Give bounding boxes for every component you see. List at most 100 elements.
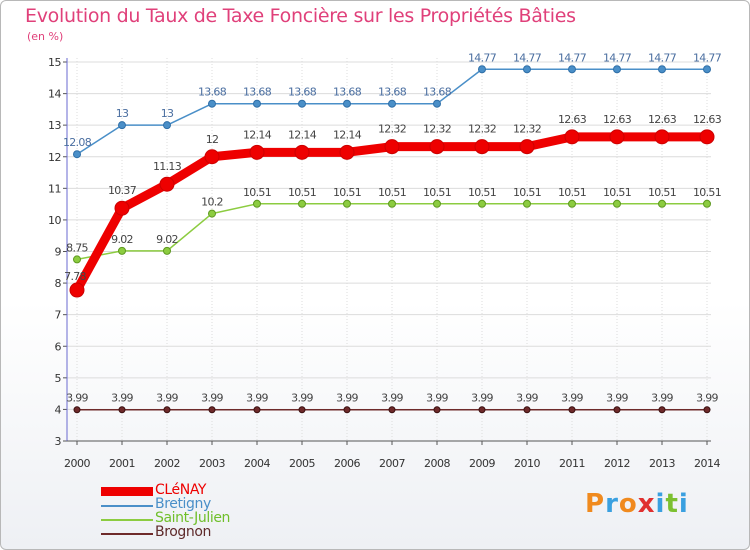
data-point-saint-julien: [613, 199, 621, 208]
y-tick-labels: 3 4 5 6 7 8 9 10 11 12 13 14 15: [48, 56, 62, 448]
legend-swatch-bretigny: [101, 505, 153, 507]
data-label-brognon: 3.99: [156, 392, 178, 405]
data-label-brognon: 3.99: [651, 392, 673, 405]
data-label-saint-julien: 10.51: [288, 186, 316, 199]
logo-letter: P: [585, 489, 606, 519]
axes: [63, 58, 711, 445]
data-point-saint-julien: [388, 199, 396, 208]
data-label-cl-nay: 10.37: [108, 184, 137, 197]
data-point-bretigny: [613, 65, 621, 74]
legend-label-clenay: CLéNAY: [155, 482, 207, 498]
data-point-bretigny: [343, 99, 351, 108]
data-point-brognon: [478, 406, 486, 414]
data-point-cl-nay: [294, 144, 310, 160]
data-label-saint-julien: 10.51: [378, 186, 406, 199]
data-point-saint-julien: [73, 255, 81, 264]
series-group: 12.08 13 13 13.68 13.68 13.68 13.68 13.68 13.68 1…: [63, 51, 722, 414]
legend-swatch-saint-julien: [101, 519, 153, 521]
data-point-cl-nay: [519, 139, 535, 155]
x-tick-label: 2000: [64, 457, 90, 470]
data-point-saint-julien: [478, 199, 486, 208]
data-label-saint-julien: 8.75: [66, 241, 88, 254]
series-bretigny: 12.08 13 13 13.68 13.68 13.68 13.68 13.68 13.68 1…: [63, 51, 722, 159]
data-point-saint-julien: [568, 199, 576, 208]
y-tick-label: 15: [48, 56, 61, 69]
logo-letter: i: [655, 489, 666, 519]
data-label-bretigny: 13.68: [243, 86, 272, 99]
data-point-cl-nay: [609, 129, 625, 145]
y-tick-label: 6: [55, 340, 62, 353]
legend-label-saint-julien: Saint-Julien: [155, 510, 231, 526]
y-tick-label: 10: [48, 214, 61, 227]
x-tick-label: 2006: [334, 457, 360, 470]
data-point-saint-julien: [703, 199, 711, 208]
data-point-brognon: [613, 406, 621, 414]
data-label-bretigny: 13: [161, 107, 174, 120]
legend-swatch-brognon: [101, 533, 153, 535]
data-label-brognon: 3.99: [471, 392, 493, 405]
data-point-bretigny: [253, 99, 261, 108]
data-label-cl-nay: 12.63: [693, 113, 722, 126]
data-label-bretigny: 14.77: [513, 51, 542, 64]
legend: CLéNAY Bretigny Saint-Julien Brognon: [101, 482, 301, 541]
y-tick-label: 4: [55, 403, 62, 416]
data-point-cl-nay: [204, 149, 220, 165]
x-tick-label: 2007: [379, 457, 405, 470]
data-label-brognon: 3.99: [606, 392, 628, 405]
data-point-cl-nay: [474, 139, 490, 155]
legend-item-bretigny: Bretigny: [101, 496, 301, 513]
logo-letter: i: [678, 489, 689, 519]
data-label-bretigny: 12.08: [63, 136, 92, 149]
data-point-bretigny: [73, 150, 81, 159]
data-point-brognon: [523, 406, 531, 414]
data-label-bretigny: 14.77: [468, 51, 497, 64]
y-axis-unit-label: (en %): [27, 30, 64, 43]
x-tick-labels: 2000 2001 2002 2003 2004 2005 2006 2007 2008 2009…: [64, 457, 721, 470]
data-point-brognon: [703, 406, 711, 414]
data-point-saint-julien: [118, 246, 126, 255]
data-point-brognon: [658, 406, 666, 414]
x-tick-label: 2009: [469, 457, 495, 470]
legend-swatch-clenay: [101, 487, 153, 496]
data-label-cl-nay: 12: [206, 133, 219, 146]
data-label-cl-nay: 12.32: [423, 123, 451, 136]
data-label-cl-nay: 12.32: [513, 123, 541, 136]
data-point-bretigny: [658, 65, 666, 74]
data-point-saint-julien: [253, 199, 261, 208]
data-label-cl-nay: 7.78: [64, 270, 86, 283]
data-label-saint-julien: 10.51: [423, 186, 451, 199]
data-point-brognon: [343, 406, 351, 414]
logo-letter: t: [665, 489, 679, 519]
data-label-bretigny: 13.68: [423, 86, 452, 99]
proxiti-logo: Proxiti: [585, 489, 689, 519]
series-brognon: 3.99 3.99 3.99 3.99 3.99 3.99 3.99 3.99 3.99 3.99…: [66, 392, 719, 414]
legend-item-clenay: CLéNAY: [101, 482, 301, 499]
data-label-bretigny: 13: [116, 107, 129, 120]
y-tick-label: 8: [55, 277, 62, 290]
data-label-brognon: 3.99: [516, 392, 538, 405]
x-tick-label: 2012: [604, 457, 630, 470]
data-label-cl-nay: 12.32: [378, 123, 406, 136]
data-label-saint-julien: 10.51: [513, 186, 541, 199]
data-point-bretigny: [703, 65, 711, 74]
data-label-saint-julien: 10.51: [243, 186, 271, 199]
x-tick-label: 2005: [289, 457, 315, 470]
data-label-bretigny: 13.68: [198, 86, 227, 99]
data-label-brognon: 3.99: [426, 392, 448, 405]
data-label-saint-julien: 10.51: [333, 186, 361, 199]
data-label-saint-julien: 10.2: [201, 196, 223, 209]
data-point-cl-nay: [384, 139, 400, 155]
data-label-saint-julien: 9.02: [156, 233, 178, 246]
y-tick-label: 11: [48, 182, 61, 195]
data-label-bretigny: 13.68: [288, 86, 317, 99]
data-point-bretigny: [208, 99, 216, 108]
x-tick-label: 2001: [109, 457, 135, 470]
data-point-brognon: [568, 406, 576, 414]
data-point-brognon: [388, 406, 396, 414]
data-point-bretigny: [163, 121, 171, 130]
data-point-saint-julien: [658, 199, 666, 208]
data-label-cl-nay: 12.14: [243, 128, 272, 141]
data-label-cl-nay: 12.14: [288, 128, 317, 141]
data-point-cl-nay: [69, 282, 85, 298]
